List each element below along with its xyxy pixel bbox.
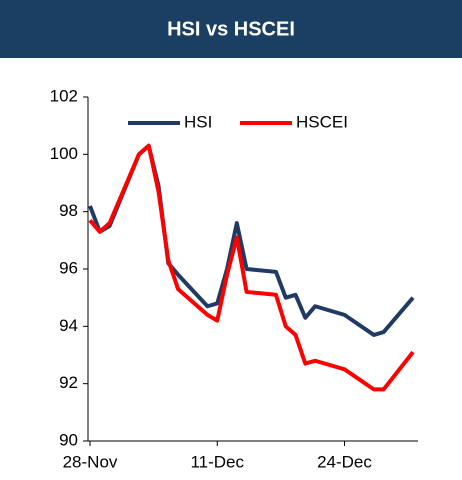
chart-title: HSI vs HSCEI [167,18,295,40]
y-tick-label: 98 [59,201,78,220]
x-tick-label: 24-Dec [317,452,372,471]
y-tick-label: 94 [59,316,78,335]
x-tick-label: 11-Dec [190,452,244,471]
y-tick-label: 100 [50,144,78,163]
legend-label: HSI [184,112,212,131]
legend-label: HSCEI [296,112,348,131]
y-tick-label: 102 [50,86,78,105]
series-line [88,143,415,392]
x-tick-label: 28-Nov [63,452,118,471]
header-bar [0,0,462,58]
y-tick-label: 92 [59,373,78,392]
series-line [88,143,415,337]
y-tick-label: 90 [59,430,78,449]
y-tick-label: 96 [59,258,78,277]
